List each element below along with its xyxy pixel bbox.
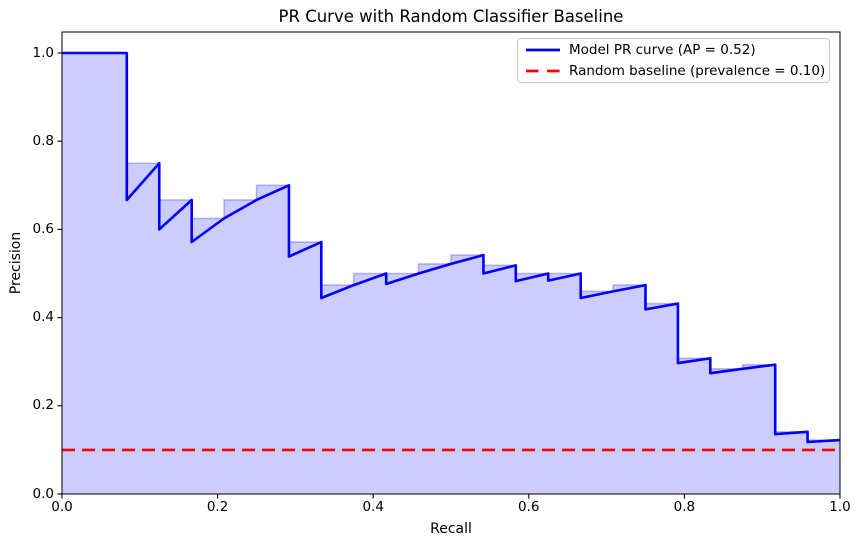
y-tick-label: 1.0 (32, 44, 54, 61)
pr-curve-line (62, 51, 841, 444)
pr-fill-area (62, 53, 840, 494)
chart-title: PR Curve with Random Classifier Baseline (278, 7, 624, 26)
x-axis-label: Recall (430, 521, 472, 537)
x-tick-label: 0.2 (206, 499, 229, 515)
y-tick-label: 0.8 (32, 132, 54, 149)
x-tick-label: 0.0 (51, 499, 73, 515)
y-tick-label: 0.2 (32, 397, 54, 414)
x-tick-label: 0.4 (362, 499, 384, 515)
x-tick-label: 1.0 (829, 499, 851, 515)
y-tick-label: 0.4 (32, 309, 54, 326)
legend-item-label: Model PR curve (AP = 0.52) (569, 42, 756, 59)
legend-item-baseline: Random baseline (prevalence = 0.10) (526, 62, 826, 81)
y-tick-label: 0.6 (32, 220, 54, 237)
legend: Model PR curve (AP = 0.52) Random baseli… (517, 38, 830, 83)
legend-item-model: Model PR curve (AP = 0.52) (526, 41, 823, 60)
legend-item-label: Random baseline (prevalence = 0.10) (569, 62, 826, 79)
legend-dashed-line-swatch (526, 69, 560, 73)
x-tick-label: 0.6 (518, 499, 540, 515)
x-tick-label: 0.8 (673, 499, 696, 515)
axes-frame (61, 31, 841, 495)
y-axis-label: Precision (8, 231, 24, 295)
y-tick-label: 0.0 (32, 485, 54, 502)
legend-solid-line-swatch (526, 48, 560, 52)
